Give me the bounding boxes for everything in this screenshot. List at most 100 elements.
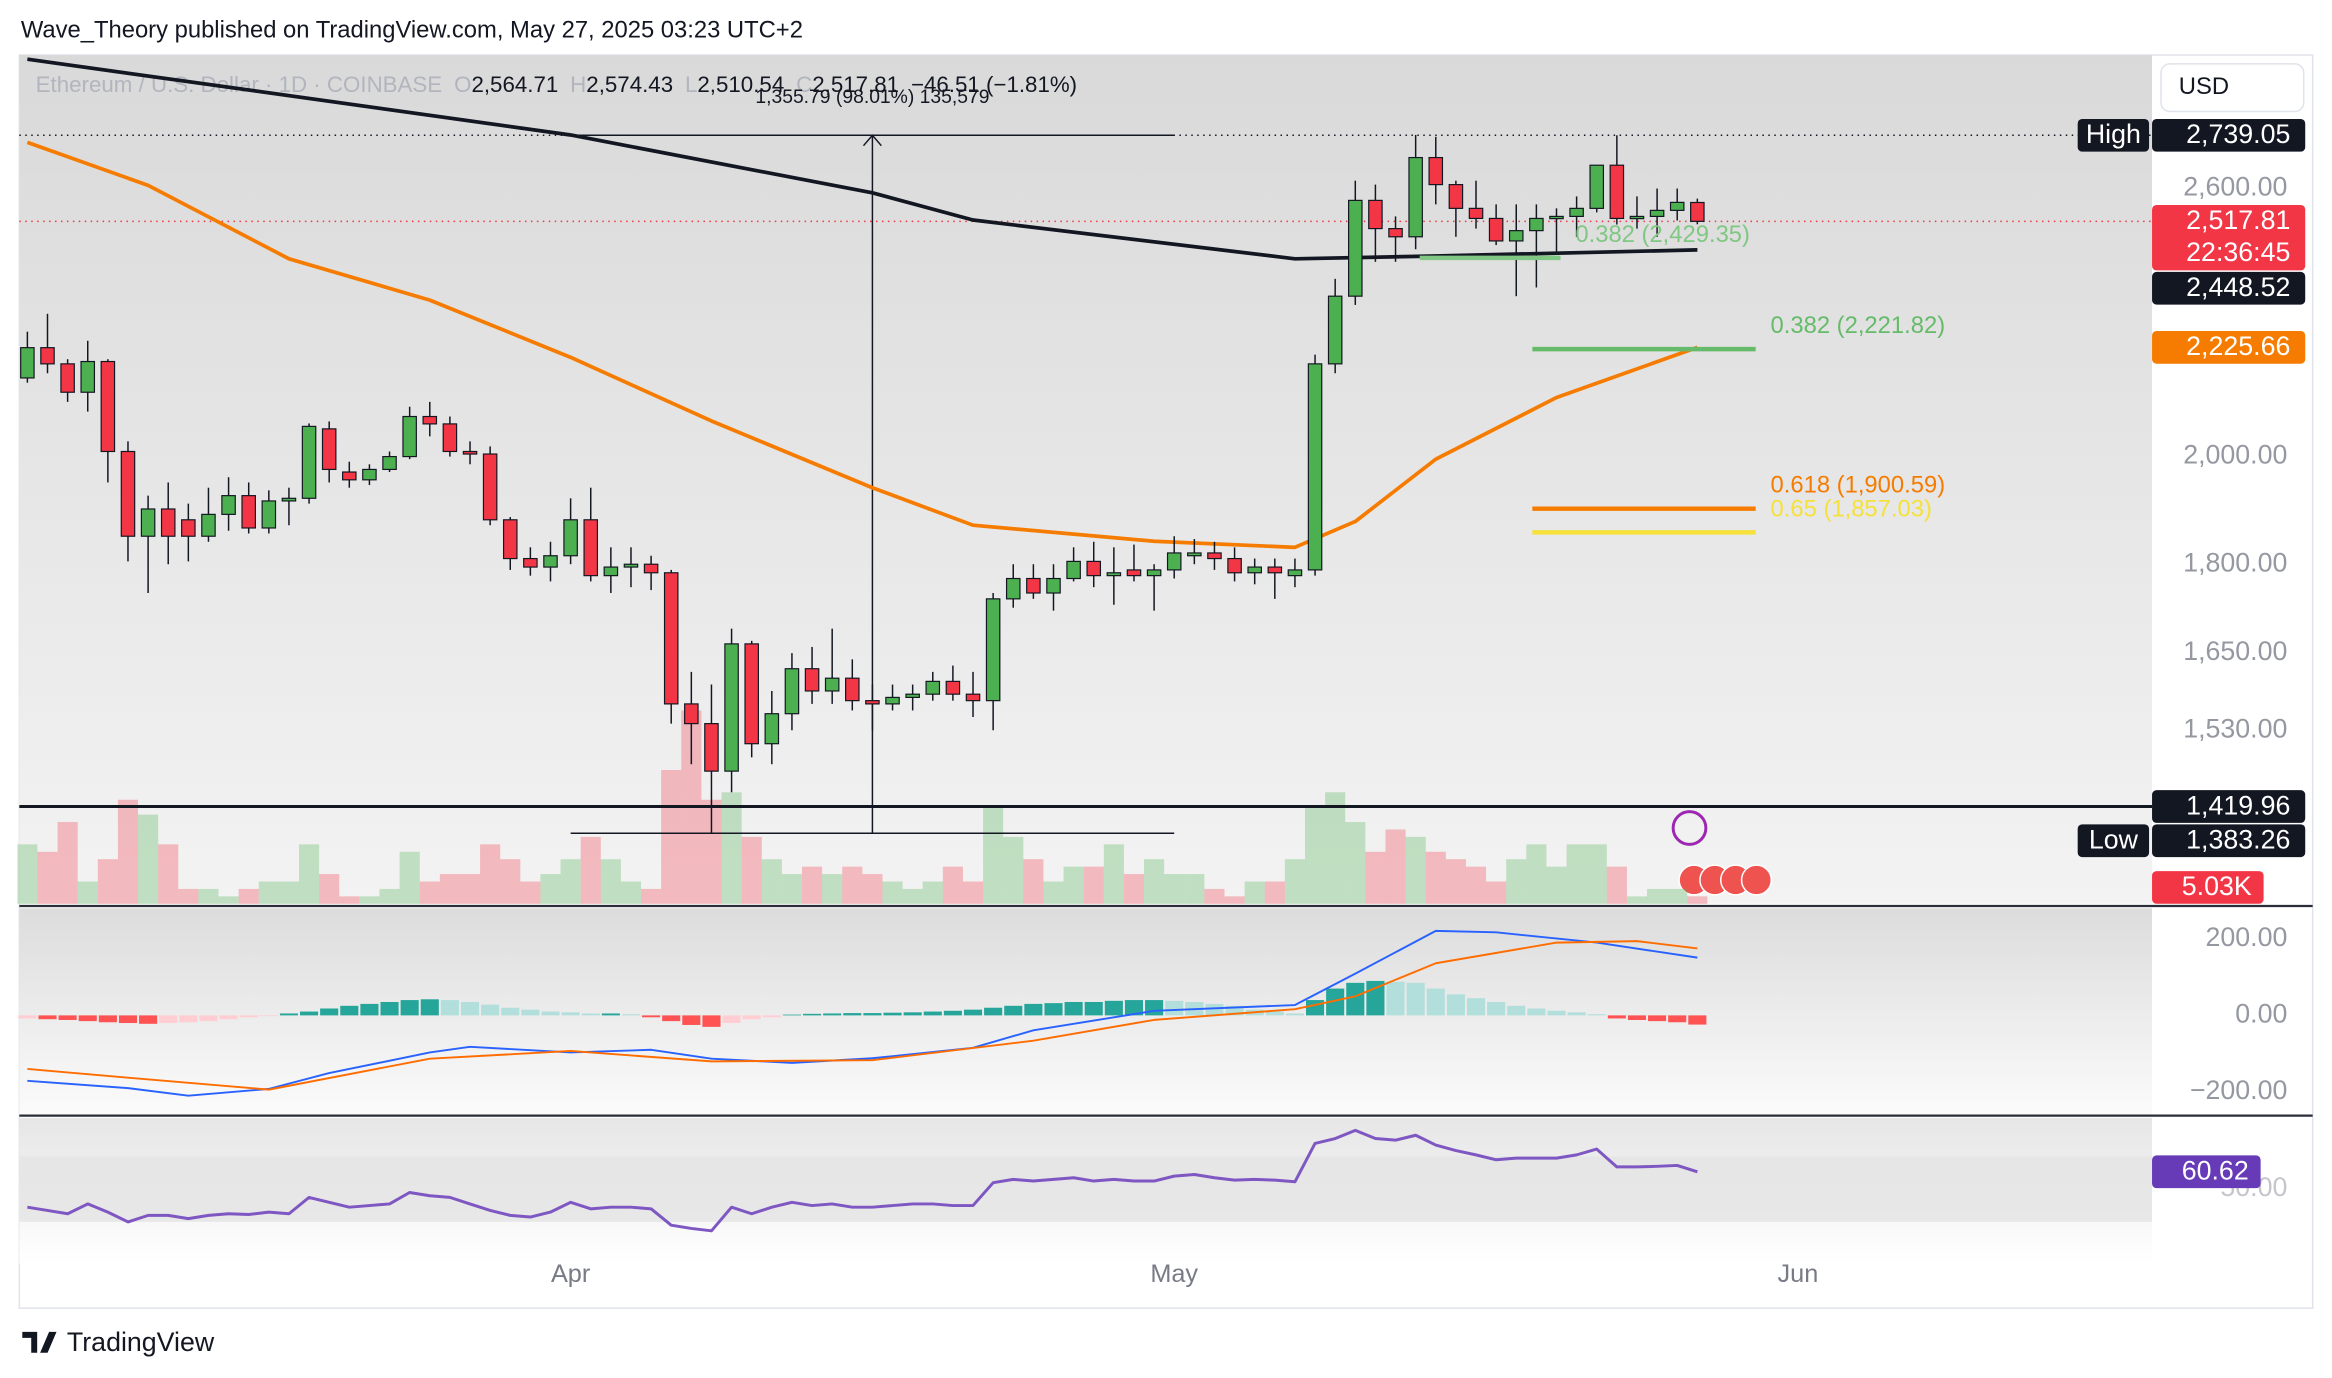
volume-bar bbox=[1023, 859, 1044, 904]
volume-bar bbox=[97, 859, 118, 904]
candle-body bbox=[1368, 199, 1383, 230]
volume-bar bbox=[1043, 881, 1064, 904]
macd-histogram-bar bbox=[18, 1015, 37, 1019]
candle-body bbox=[181, 519, 196, 537]
macd-histogram-bar bbox=[1648, 1015, 1667, 1022]
macd-histogram-bar bbox=[300, 1011, 319, 1016]
macd-histogram-bar bbox=[682, 1015, 701, 1025]
volume-bar bbox=[500, 859, 521, 904]
x-tick-label: Apr bbox=[551, 1260, 590, 1288]
candle-body bbox=[1629, 215, 1645, 220]
candle-body bbox=[764, 713, 780, 745]
candle-body bbox=[342, 471, 357, 481]
macd-histogram-bar bbox=[1346, 982, 1365, 1016]
macd-histogram-bar bbox=[481, 1004, 500, 1016]
candle-body bbox=[1267, 566, 1283, 574]
x-tick-label: May bbox=[1150, 1260, 1198, 1288]
candle-body bbox=[1388, 228, 1403, 238]
volume-bar bbox=[399, 851, 420, 904]
volume-bar bbox=[77, 881, 98, 904]
macd-histogram-bar bbox=[1668, 1015, 1687, 1023]
candle-body bbox=[241, 495, 256, 529]
volume-bar bbox=[1667, 888, 1688, 904]
macd-histogram-bar bbox=[1044, 1003, 1063, 1016]
candle-body bbox=[945, 680, 961, 695]
moving-average bbox=[26, 140, 1699, 550]
macd-histogram-bar bbox=[883, 1012, 902, 1016]
candle-body bbox=[140, 508, 156, 537]
macd-histogram-bar bbox=[1446, 994, 1465, 1016]
currency-button[interactable] bbox=[2160, 63, 2305, 113]
macd-histogram-bar bbox=[118, 1015, 138, 1024]
macd-histogram-bar bbox=[259, 1015, 278, 1017]
brand-mark bbox=[22, 1331, 57, 1353]
candle-body bbox=[40, 347, 55, 365]
macd-histogram-bar bbox=[1225, 1005, 1244, 1016]
volume-bar bbox=[1687, 896, 1708, 904]
countdown: 22:36:45 bbox=[2186, 237, 2290, 267]
volume-bar bbox=[1385, 829, 1406, 904]
candle-body bbox=[321, 428, 337, 471]
price-badge bbox=[2152, 204, 2306, 271]
y-tick-label: −200.00 bbox=[2190, 1075, 2287, 1105]
candle-body bbox=[523, 557, 538, 568]
candle-body bbox=[120, 450, 136, 537]
macd-histogram-bar bbox=[1688, 1015, 1707, 1025]
symbol-line: Ethereum / U.S. Dollar · 1D · COINBASE O2… bbox=[36, 72, 1077, 97]
ohlc-value: 2,574.43 bbox=[586, 72, 673, 97]
candle-body bbox=[583, 519, 599, 577]
candle-body bbox=[845, 677, 860, 702]
macd-histogram-bar bbox=[581, 1013, 600, 1016]
candle-body bbox=[1046, 577, 1061, 594]
volume-bar bbox=[1083, 866, 1104, 904]
rsi-line bbox=[27, 1128, 1698, 1233]
macd-histogram-bar bbox=[1124, 1000, 1144, 1016]
macd-histogram-bar bbox=[1587, 1014, 1606, 1016]
currency-label[interactable]: USD bbox=[2179, 73, 2229, 100]
volume-bar bbox=[319, 874, 340, 904]
volume-bar bbox=[801, 866, 823, 904]
price-badge-label: 1,419.96 bbox=[2186, 790, 2290, 820]
macd-line bbox=[27, 940, 1698, 1091]
candle-body bbox=[1106, 572, 1122, 577]
candle-body bbox=[1649, 209, 1665, 218]
candle-body bbox=[1166, 552, 1182, 571]
volume-bar bbox=[480, 844, 501, 904]
volume-bar bbox=[1224, 896, 1245, 904]
macd-histogram-bar bbox=[1527, 1008, 1546, 1016]
candle-body bbox=[1146, 569, 1162, 577]
volume-bar bbox=[17, 844, 38, 904]
macd-histogram-bar bbox=[501, 1007, 520, 1016]
macd-histogram-bar bbox=[98, 1015, 117, 1023]
candle-body bbox=[80, 360, 96, 393]
volume-bar bbox=[359, 896, 380, 904]
macd-histogram-bar bbox=[803, 1013, 822, 1016]
volume-bar bbox=[1244, 881, 1265, 904]
candle-body bbox=[1005, 577, 1021, 600]
macd-histogram-bar bbox=[1205, 1003, 1224, 1016]
ohlc-key: H bbox=[570, 72, 586, 97]
publisher-line: Wave_Theory published on TradingView.com… bbox=[21, 17, 803, 44]
volume-bar bbox=[1003, 836, 1024, 904]
price-tag bbox=[2077, 118, 2150, 152]
rsi-band bbox=[19, 1156, 2153, 1222]
macd-histogram-bar bbox=[1607, 1015, 1626, 1019]
y-tick-label: 200.00 bbox=[2206, 922, 2288, 952]
macd-histogram-bar bbox=[279, 1013, 298, 1016]
volume-bar bbox=[57, 822, 78, 904]
macd-histogram-bar bbox=[742, 1015, 761, 1020]
macd-histogram-bar bbox=[863, 1013, 882, 1016]
volume-bar bbox=[1325, 792, 1346, 904]
volume-bar bbox=[1486, 881, 1507, 904]
macd-histogram-bar bbox=[1547, 1010, 1566, 1016]
candle-body bbox=[1247, 566, 1262, 574]
event-icon bbox=[1671, 810, 1708, 846]
volume-bar bbox=[1264, 881, 1285, 904]
macd-histogram-bar bbox=[561, 1012, 580, 1016]
y-tick-label: 0.00 bbox=[2235, 998, 2287, 1028]
volume-bar bbox=[1526, 844, 1547, 904]
fib-label: 0.382 (2,429.35) bbox=[1575, 221, 1750, 248]
volume-bar bbox=[1506, 859, 1527, 904]
